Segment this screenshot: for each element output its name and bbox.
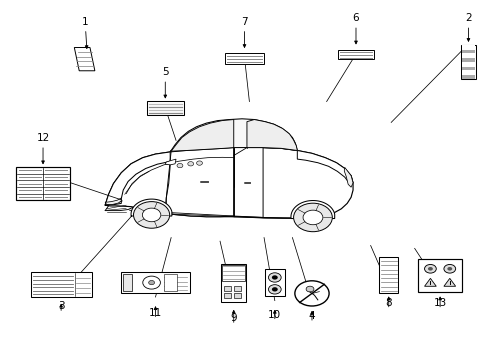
Polygon shape	[443, 278, 455, 286]
Text: 13: 13	[432, 298, 446, 308]
Circle shape	[142, 208, 161, 222]
Text: 6: 6	[352, 13, 359, 23]
Text: 2: 2	[464, 13, 471, 23]
Text: 9: 9	[230, 313, 237, 323]
FancyBboxPatch shape	[224, 53, 264, 64]
Text: 10: 10	[268, 310, 281, 320]
Bar	[233, 293, 240, 298]
FancyBboxPatch shape	[460, 45, 475, 79]
Circle shape	[177, 163, 183, 168]
FancyBboxPatch shape	[417, 259, 461, 292]
FancyBboxPatch shape	[16, 167, 70, 200]
Bar	[224, 293, 230, 298]
Polygon shape	[105, 198, 121, 204]
FancyBboxPatch shape	[164, 274, 176, 291]
Text: 5: 5	[162, 67, 168, 77]
Bar	[461, 54, 474, 58]
Text: 3: 3	[58, 301, 64, 311]
Bar	[461, 50, 474, 53]
Polygon shape	[170, 119, 297, 152]
Circle shape	[427, 267, 432, 271]
Circle shape	[268, 273, 281, 282]
Circle shape	[293, 203, 332, 232]
Polygon shape	[344, 167, 352, 187]
Text: 4: 4	[308, 311, 315, 321]
Circle shape	[196, 161, 202, 165]
Bar	[461, 67, 474, 71]
FancyBboxPatch shape	[121, 272, 189, 293]
Polygon shape	[74, 48, 95, 71]
FancyBboxPatch shape	[337, 50, 374, 59]
Circle shape	[133, 202, 169, 228]
Bar	[233, 286, 240, 291]
Circle shape	[443, 265, 455, 273]
Bar	[461, 45, 474, 49]
Circle shape	[148, 280, 154, 285]
FancyBboxPatch shape	[264, 269, 285, 296]
Polygon shape	[105, 148, 233, 205]
FancyBboxPatch shape	[123, 274, 132, 291]
FancyBboxPatch shape	[30, 272, 92, 297]
Text: 1: 1	[82, 17, 89, 27]
Text: 7: 7	[241, 17, 247, 27]
Bar	[461, 75, 474, 79]
Circle shape	[187, 162, 193, 166]
Polygon shape	[246, 120, 297, 150]
FancyBboxPatch shape	[147, 101, 183, 115]
FancyBboxPatch shape	[221, 264, 246, 302]
Circle shape	[271, 275, 277, 280]
Polygon shape	[233, 148, 263, 217]
Polygon shape	[165, 148, 233, 217]
Bar	[461, 71, 474, 75]
Polygon shape	[297, 150, 352, 184]
Circle shape	[305, 286, 313, 292]
Polygon shape	[165, 159, 176, 165]
Bar	[461, 63, 474, 66]
Bar	[461, 58, 474, 62]
Polygon shape	[424, 278, 435, 286]
Circle shape	[271, 287, 277, 292]
Bar	[224, 286, 230, 291]
Text: 12: 12	[36, 133, 50, 143]
Circle shape	[424, 265, 435, 273]
Circle shape	[447, 267, 451, 271]
Polygon shape	[290, 201, 334, 219]
Circle shape	[268, 285, 281, 294]
Text: 11: 11	[148, 307, 162, 318]
Polygon shape	[171, 120, 233, 151]
FancyBboxPatch shape	[379, 257, 397, 293]
Polygon shape	[131, 199, 171, 217]
FancyBboxPatch shape	[222, 265, 244, 281]
Text: 8: 8	[385, 298, 391, 308]
Circle shape	[303, 210, 322, 225]
Circle shape	[294, 281, 328, 306]
Polygon shape	[105, 148, 352, 218]
